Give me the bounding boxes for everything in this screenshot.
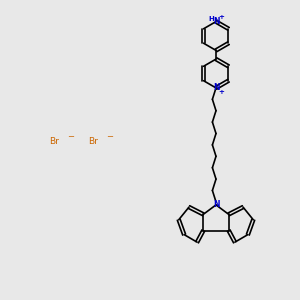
Text: N: N (213, 83, 219, 92)
Text: −: − (67, 132, 74, 141)
Text: −: − (106, 132, 113, 141)
Text: H: H (208, 16, 214, 22)
Text: N: N (213, 17, 219, 26)
Text: +: + (218, 89, 224, 95)
Text: Br: Br (49, 136, 59, 146)
Text: Br: Br (88, 136, 98, 146)
Text: +: + (218, 14, 224, 20)
Text: N: N (213, 200, 219, 209)
